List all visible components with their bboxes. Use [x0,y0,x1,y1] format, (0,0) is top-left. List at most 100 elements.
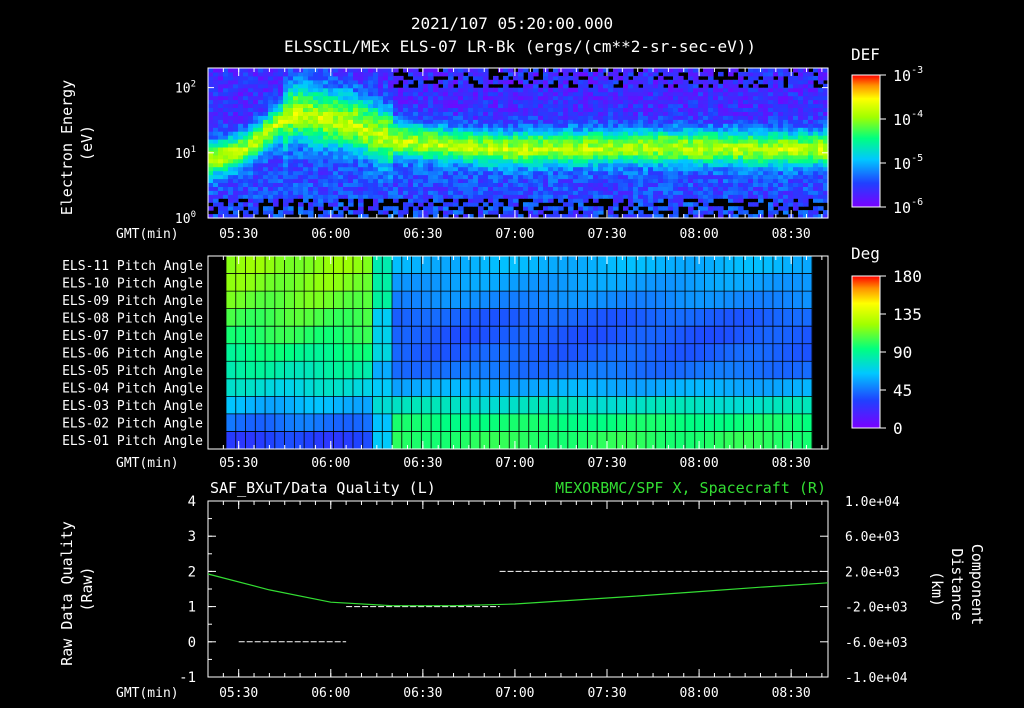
spectrogram-cell [613,190,619,195]
spectrogram-cell [243,75,249,81]
spectrogram-cell [668,206,674,211]
spectrogram-cell [588,95,594,101]
spectrogram-cell [508,139,514,144]
spectrogram-cell [713,146,719,152]
pitch-angle-cell [802,291,813,310]
spectrogram-cell [223,194,229,199]
spectrogram-cell [278,131,284,136]
spectrogram-cell [363,190,369,195]
spectrogram-cell [463,103,469,108]
spectrogram-cell [383,154,389,160]
spectrogram-cell [633,83,639,89]
spectrogram-cell [778,115,784,120]
spectrogram-cell [418,174,424,180]
spectrogram-cell [368,107,374,112]
spectrogram-cell [498,139,504,144]
spectrogram-cell [533,202,539,207]
pitch-angle-cell [226,273,237,292]
spectrogram-cell [663,143,669,148]
spectrogram-cell [243,71,249,77]
spectrogram-cell [813,186,819,191]
spectrogram-cell [223,71,229,77]
spectrogram-cell [608,186,614,191]
spectrogram-cell [483,123,489,128]
spectrogram-cell [818,178,824,183]
spectrogram-cell [538,103,544,108]
spectrogram-cell [813,107,819,112]
spectrogram-cell [423,87,429,93]
spectrogram-cell [303,194,309,199]
spectrogram-cell [433,146,439,152]
pitch-angle-cell [343,378,354,397]
spectrogram-cell [583,103,589,108]
spectrogram-cell [228,190,234,195]
spectrogram-cell [643,79,649,85]
spectrogram-cell [763,123,769,128]
spectrogram-cell [303,182,309,187]
spectrogram-cell [353,95,359,101]
pitch-angle-cell [294,396,305,415]
spectrogram-cell [353,170,359,176]
spectrogram-cell [303,71,309,77]
spectrogram-cell [658,143,664,148]
spectrogram-cell [528,107,534,112]
spectrogram-cell [508,198,514,203]
energy-axis-label: Electron Energy (eV) [58,71,96,216]
spectrogram-cell [228,103,234,108]
spectrogram-cell [418,135,424,140]
spectrogram-cell [443,71,449,77]
spectrogram-cell [313,107,319,112]
spectrogram-cell [303,158,309,164]
pitch-angle-cell [694,291,706,310]
spectrogram-cell [768,202,774,207]
spectrogram-cell [428,154,434,160]
spectrogram-cell [753,103,759,108]
pitch-angle-cell [440,308,452,327]
spectrogram-cell [218,143,224,148]
spectrogram-cell [618,139,624,144]
spectrogram-cell [763,79,769,85]
spectrogram-cell [788,146,794,152]
spectrogram-cell [318,111,324,116]
spectrogram-cell [788,123,794,128]
pitch-angle-cell [450,291,461,310]
spectrogram-cell [733,198,739,203]
spectrogram-cell [808,131,814,136]
pitch-angle-cell [792,326,803,345]
spectrogram-cell [558,83,564,89]
spectrogram-cell [603,115,609,120]
spectrogram-cell [268,206,274,211]
spectrogram-cell [518,146,524,152]
spectrogram-cell [658,75,664,81]
spectrogram-cell [318,119,324,124]
spectrogram-cell [728,170,734,176]
spectrogram-cell [793,107,799,112]
spectrogram-cell [433,95,439,101]
spectrogram-cell [463,68,469,73]
spectrogram-cell [483,162,489,168]
spectrogram-cell [748,162,754,168]
pitch-angle-cell [440,273,452,292]
pitch-angle-cell [343,326,354,345]
spectrogram-cell [318,139,324,144]
spectrogram-cell [423,115,429,120]
spectrogram-cell [243,146,249,152]
spectrogram-cell [618,119,624,124]
spectrogram-cell [323,127,329,132]
spectrogram-cell [303,146,309,152]
spectrogram-cell [343,131,349,136]
spectrogram-cell [423,143,429,148]
spectrogram-cell [633,99,639,105]
spectrogram-cell [213,87,219,93]
spectrogram-cell [613,107,619,112]
spectrogram-cell [353,79,359,85]
spectrogram-cell [433,190,439,195]
spectrogram-cell [343,186,349,191]
spectrogram-cell [378,123,384,128]
spectrogram-cell [338,202,344,207]
spectrogram-cell [373,166,379,172]
spectrogram-cell [353,178,359,183]
spectrogram-cell [308,194,314,199]
spectrogram-cell [683,143,689,148]
spectrogram-cell [358,115,364,120]
